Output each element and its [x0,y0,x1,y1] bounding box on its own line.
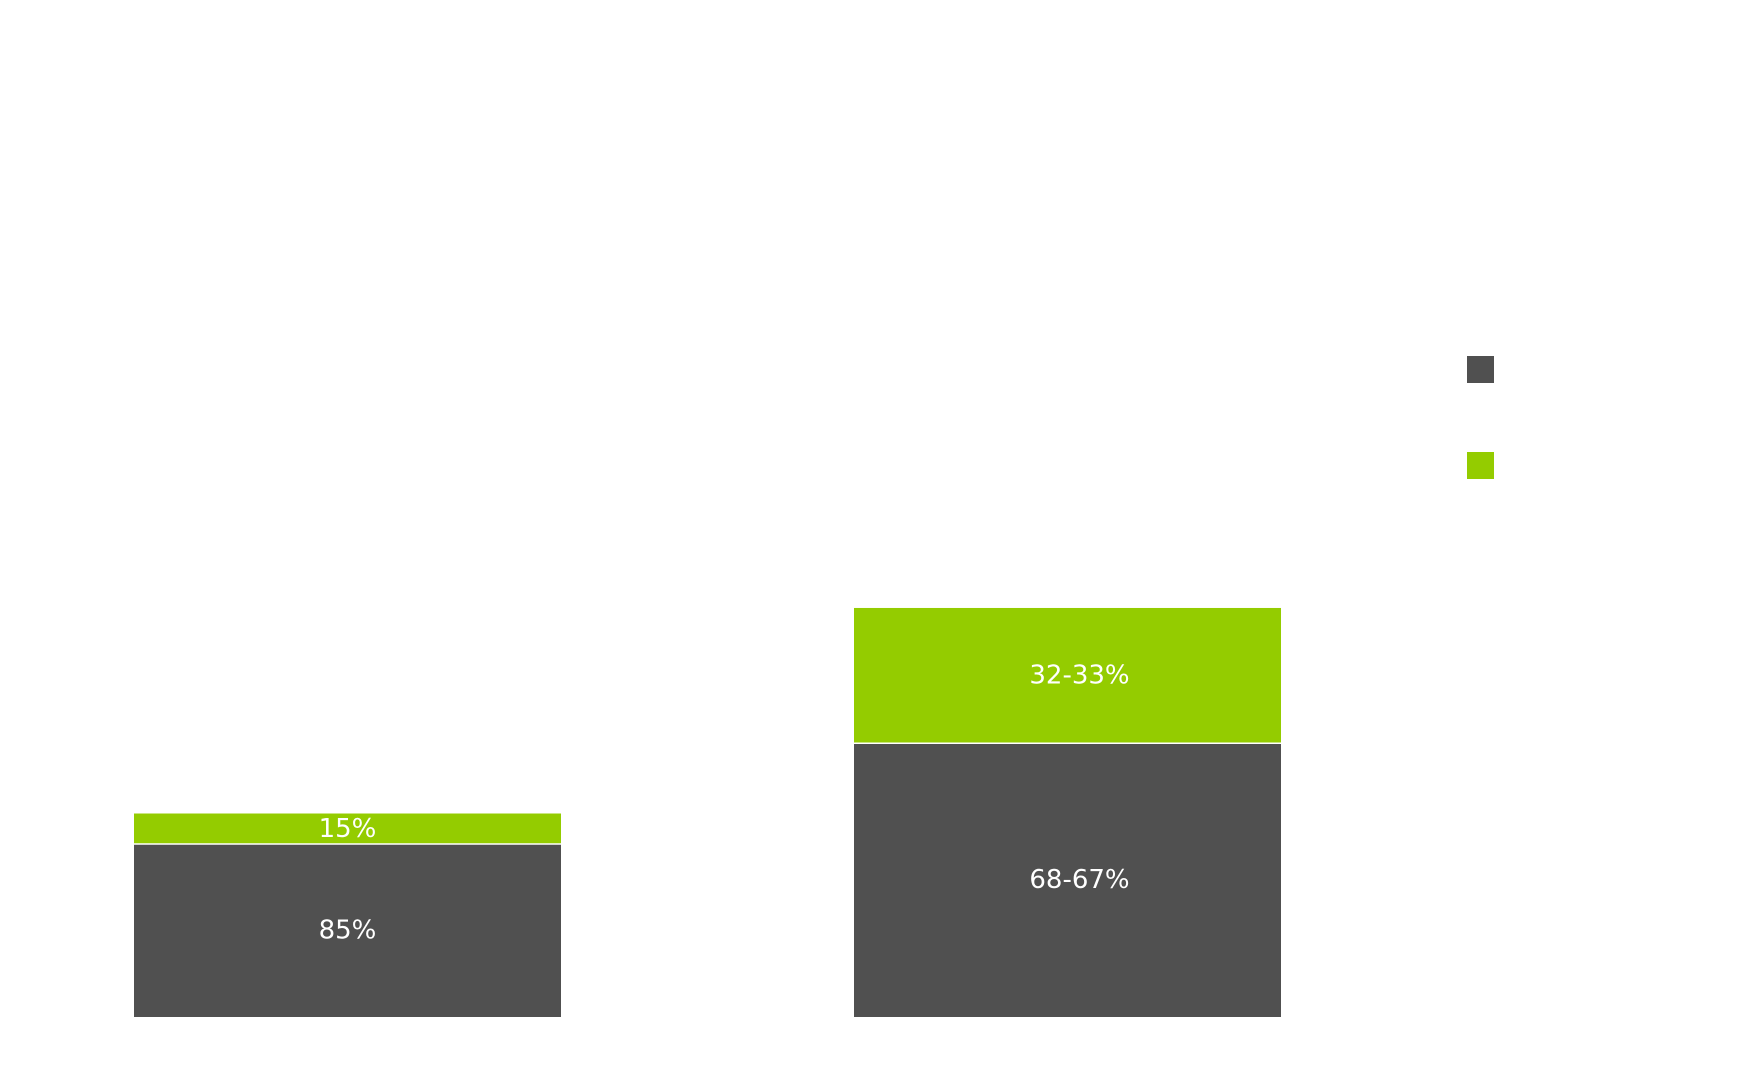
chart-legend [1467,356,1494,479]
legend-swatch-2 [1467,452,1494,479]
legend-swatch-1 [1467,356,1494,383]
segment-label: 85% [319,916,377,946]
segment-label: 15% [319,814,377,844]
segment-label: 68-67% [1029,865,1129,895]
bar-segment-1-1 [134,844,561,1017]
bar-segment-2-1 [854,743,1281,1017]
bar-segment-2-2 [854,607,1281,744]
segment-labels-group: 85% 15% 68-67% 32-33% [319,661,1130,946]
segment-label: 32-33% [1029,661,1129,691]
bars-group [134,607,1281,1017]
bar-segment-1-2 [134,813,561,845]
